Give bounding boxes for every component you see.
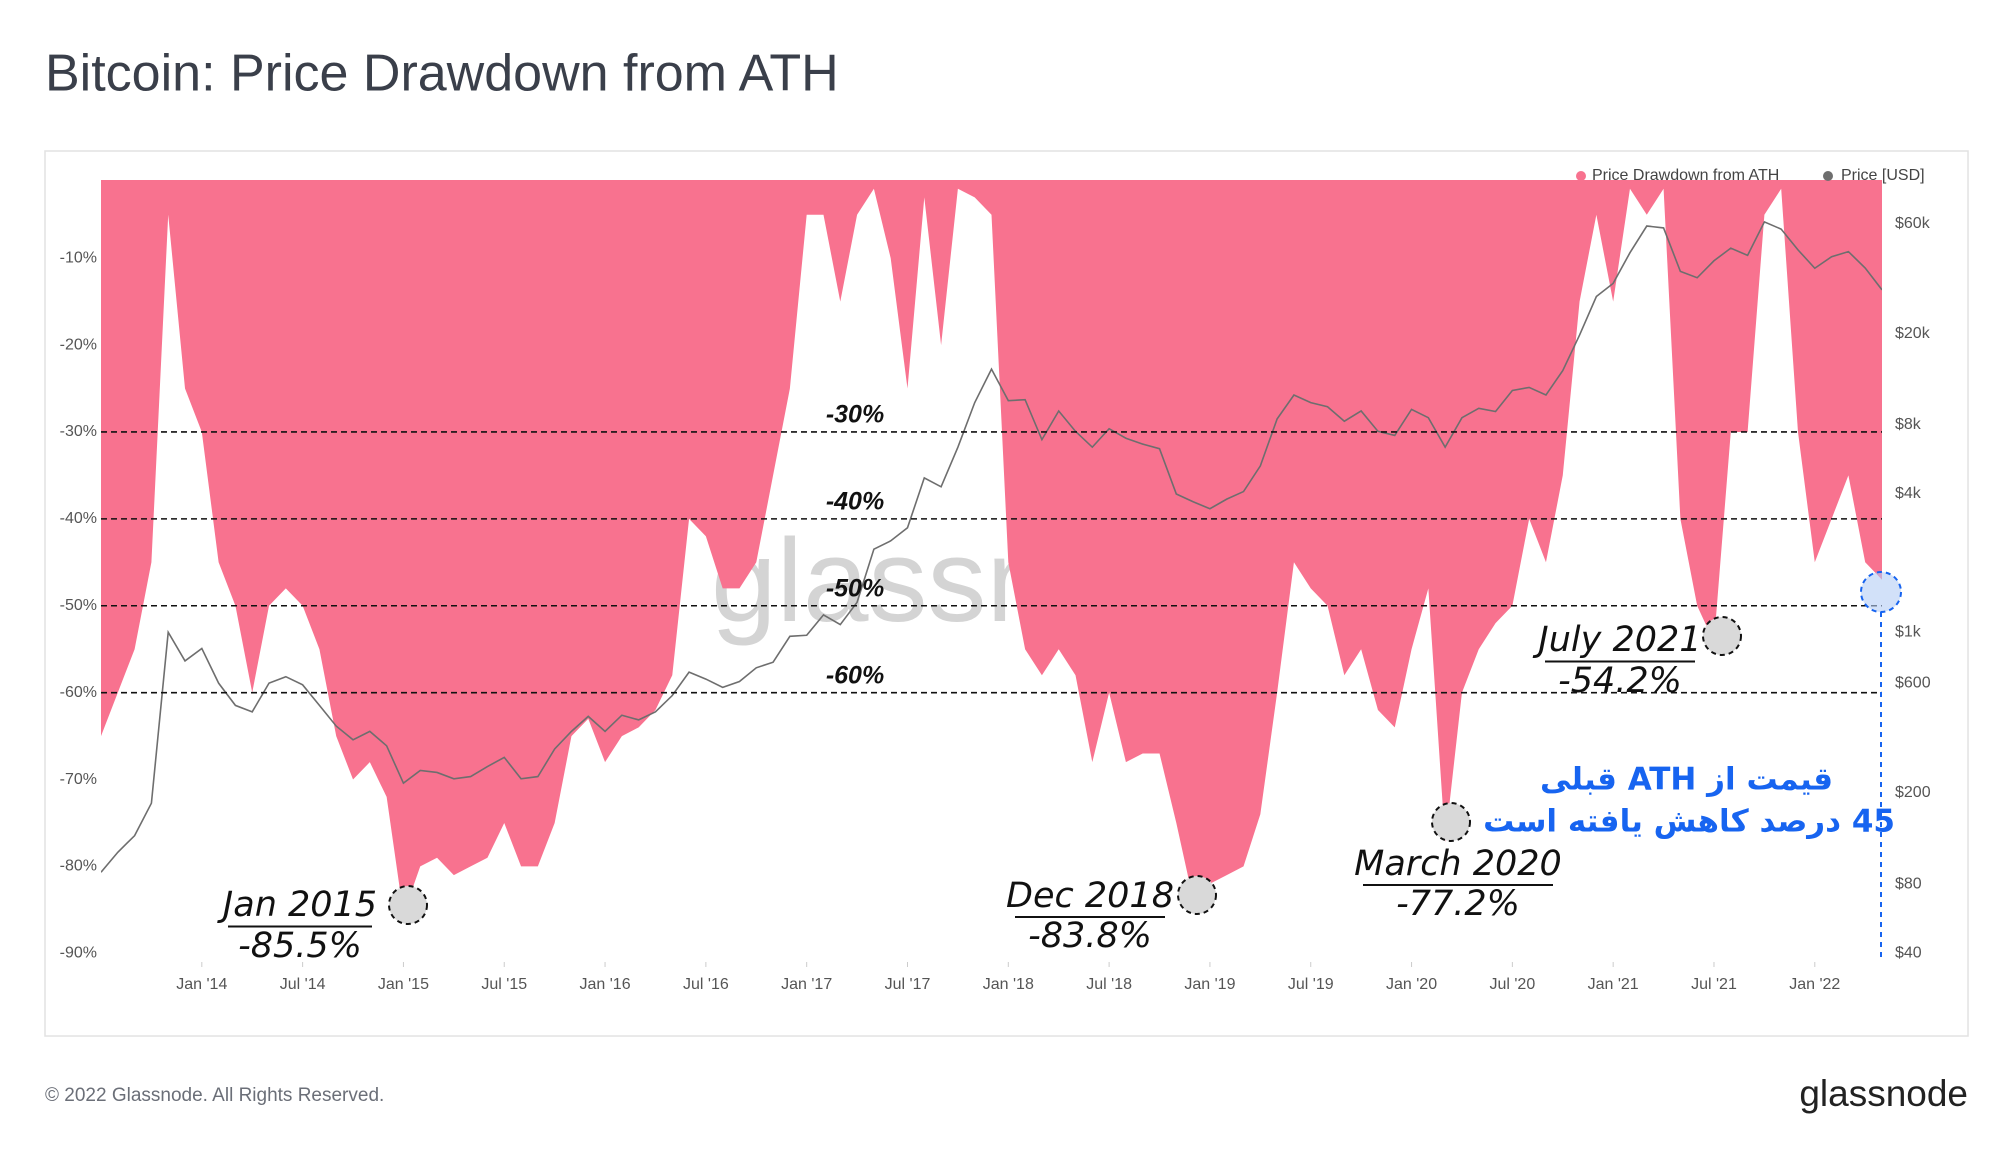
x-tick-label: Jan '21 [1588, 976, 1639, 993]
x-tick-label: Jan '22 [1789, 976, 1840, 993]
y-tick-label: -70% [60, 771, 97, 788]
x-tick-label: Jan '16 [580, 976, 631, 993]
callout-line-1: قیمت از ATH قبلی [1540, 762, 1833, 798]
y2-tick-label: $20k [1895, 325, 1931, 342]
logo: glassnode [1799, 1073, 1968, 1114]
x-tick-label: Jul '19 [1288, 976, 1334, 993]
chart-frame [44, 150, 1969, 1037]
legend-swatch [1576, 171, 1586, 181]
drawdown-area [101, 180, 1882, 915]
x-tick-label: Jul '21 [1691, 976, 1737, 993]
ref-label: -50% [826, 574, 884, 602]
callout-line-2: 45 درصد کاهش یافته است [1483, 804, 1895, 840]
x-tick-label: Jan '19 [1184, 976, 1235, 993]
legend-label: Price [USD] [1841, 167, 1925, 184]
x-tick-label: Jul '14 [280, 976, 326, 993]
x-tick-label: Jul '18 [1086, 976, 1132, 993]
legend-swatch [1823, 171, 1833, 181]
plot-area: glassnode [101, 180, 1882, 915]
chart-title: Bitcoin: Price Drawdown from ATH [45, 45, 839, 103]
ref-label: -40% [826, 487, 884, 515]
y-tick-label: -30% [60, 423, 97, 440]
x-tick-label: Jan '14 [176, 976, 227, 993]
x-tick-label: Jan '18 [983, 976, 1034, 993]
y-tick-label: -40% [60, 510, 97, 527]
annotation-marker [1177, 875, 1217, 915]
y2-tick-label: $60k [1895, 215, 1931, 232]
annotation-marker [1702, 616, 1742, 656]
annotation-marker [1431, 802, 1471, 842]
x-tick-label: Jan '20 [1386, 976, 1437, 993]
annotation-value: -83.8% [1028, 916, 1152, 956]
annotation-date: Dec 2018 [1006, 876, 1174, 916]
y2-tick-label: $200 [1895, 784, 1931, 801]
x-tick-label: Jul '20 [1489, 976, 1535, 993]
x-tick-label: Jul '17 [885, 976, 931, 993]
ref-label: -60% [826, 661, 884, 689]
annotation-date: July 2021 [1532, 620, 1701, 660]
y-tick-label: -20% [60, 336, 97, 353]
y2-tick-label: $8k [1895, 416, 1922, 433]
annotation-value: -77.2% [1396, 884, 1520, 924]
x-tick-label: Jan '15 [378, 976, 429, 993]
annotation-date: Jan 2015 [217, 885, 377, 925]
annotation-value: -54.2% [1558, 661, 1682, 701]
y2-tick-label: $80 [1895, 875, 1922, 892]
callout-marker [1860, 571, 1902, 613]
y-tick-label: -60% [60, 684, 97, 701]
ref-label: -30% [826, 401, 884, 429]
overlay: -30% -40% -50% -60% Jan 2015-85.5% Dec 2018-8… [101, 401, 1902, 966]
y2-tick-label: $1k [1895, 623, 1922, 640]
annotation-value: -85.5% [238, 926, 362, 966]
price-line [101, 220, 1882, 873]
legend-label: Price Drawdown from ATH [1592, 167, 1779, 184]
y2-tick-label: $600 [1895, 674, 1931, 691]
y-tick-label: -10% [60, 249, 97, 266]
x-tick-label: Jan '17 [781, 976, 832, 993]
annotation-date: March 2020 [1354, 844, 1562, 884]
copyright: © 2022 Glassnode. All Rights Reserved. [45, 1085, 384, 1106]
y2-tick-label: $40 [1895, 944, 1922, 961]
y-tick-label: -50% [60, 597, 97, 614]
y-tick-label: -80% [60, 858, 97, 875]
y-tick-label: -90% [60, 945, 97, 962]
x-tick-label: Jul '16 [683, 976, 729, 993]
x-tick-label: Jul '15 [481, 976, 527, 993]
annotation-marker [388, 885, 428, 925]
y2-tick-label: $4k [1895, 485, 1922, 502]
